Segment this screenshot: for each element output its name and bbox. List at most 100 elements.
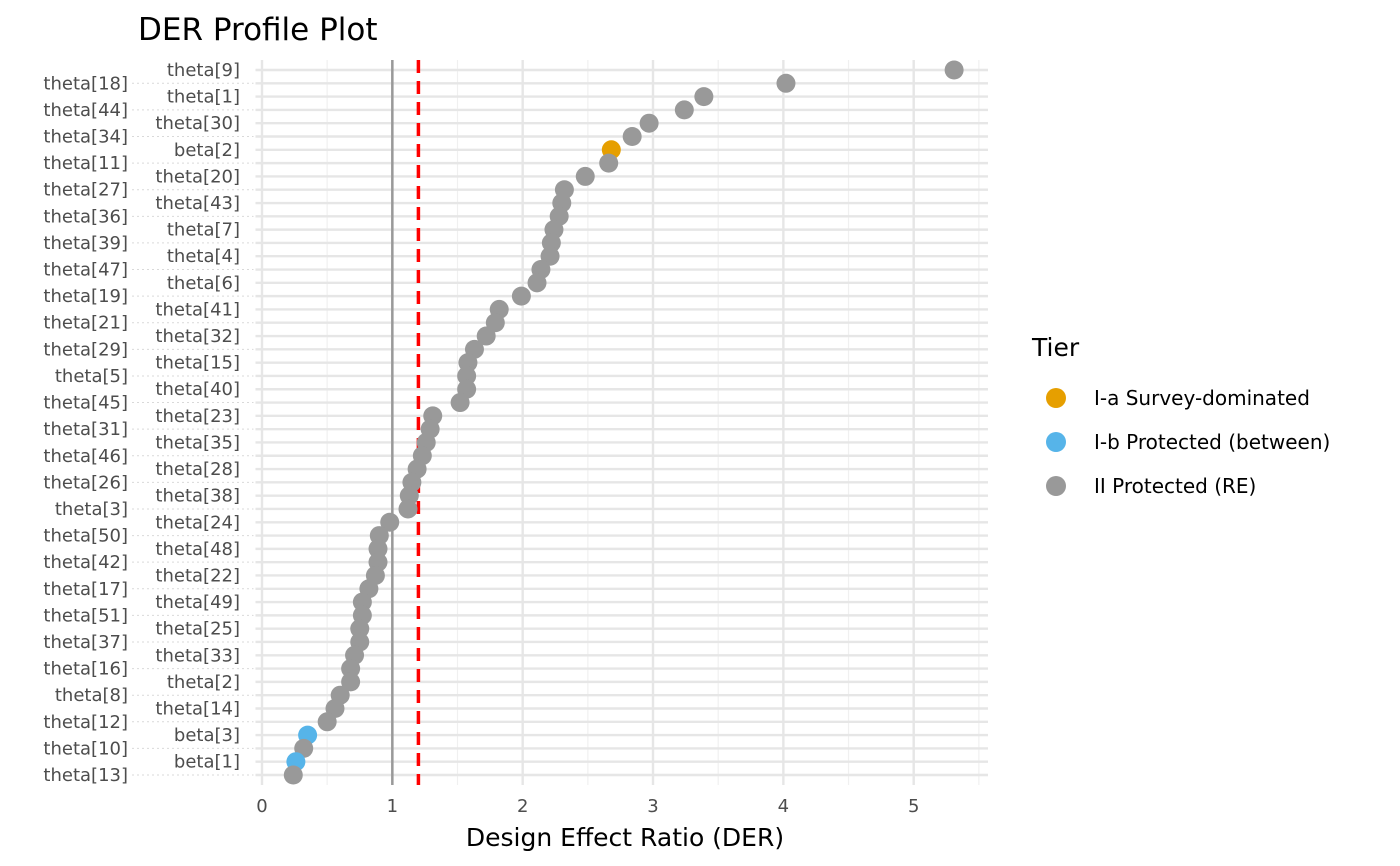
y-tick-label: theta[35] <box>155 432 240 453</box>
y-tick-label: theta[34] <box>43 127 128 148</box>
data-point <box>352 592 372 612</box>
y-tick-label: theta[11] <box>43 153 128 174</box>
legend-title: Tier <box>1031 333 1080 362</box>
y-tick-label: theta[41] <box>155 299 240 320</box>
y-tick-label: theta[4] <box>167 246 240 267</box>
y-tick-label: theta[8] <box>55 685 128 706</box>
legend: Tier I-a Survey-dominated I-b Protected (… <box>1031 333 1330 498</box>
points <box>283 60 964 785</box>
y-tick-label: theta[36] <box>43 206 128 227</box>
chart-title: DER Profile Plot <box>138 12 378 48</box>
y-tick-label: theta[39] <box>43 233 128 254</box>
y-tick-label: theta[13] <box>43 765 128 786</box>
y-tick-labels: theta[9] theta[18] theta[1] theta[44] theta[… <box>43 60 254 786</box>
y-tick-label: theta[18] <box>43 73 128 94</box>
y-tick-label: theta[15] <box>155 353 240 374</box>
grid <box>255 60 988 785</box>
legend-swatch <box>1046 476 1066 496</box>
y-tick-label: theta[29] <box>43 339 128 360</box>
y-tick-label: theta[19] <box>43 286 128 307</box>
y-tick-label: theta[24] <box>155 512 240 533</box>
data-point <box>380 512 400 532</box>
y-tick-label: theta[30] <box>155 113 240 134</box>
y-tick-label: beta[2] <box>174 140 240 161</box>
data-point <box>694 87 714 107</box>
y-tick-label: theta[14] <box>155 698 240 719</box>
data-point <box>283 765 303 785</box>
y-tick-label: theta[43] <box>155 193 240 214</box>
y-tick-label: theta[45] <box>43 393 128 414</box>
data-point <box>575 166 595 186</box>
x-tick-label: 4 <box>778 796 789 817</box>
y-tick-label: theta[21] <box>43 313 128 334</box>
x-tick-label: 5 <box>908 796 919 817</box>
x-axis-label: Design Effect Ratio (DER) <box>466 823 784 852</box>
legend-label: I-b Protected (between) <box>1094 430 1330 454</box>
y-tick-label: theta[51] <box>43 605 128 626</box>
y-tick-label: theta[40] <box>155 379 240 400</box>
reference-lines <box>391 60 421 785</box>
y-tick-label: theta[48] <box>155 539 240 560</box>
y-tick-label: theta[22] <box>155 565 240 586</box>
y-tick-label: theta[32] <box>155 326 240 347</box>
y-tick-label: theta[47] <box>43 260 128 281</box>
y-tick-label: theta[26] <box>43 472 128 493</box>
y-tick-label: theta[5] <box>55 366 128 387</box>
y-tick-label: beta[3] <box>174 725 240 746</box>
data-point <box>350 619 370 639</box>
legend-swatch <box>1046 432 1066 452</box>
data-point <box>341 659 361 679</box>
data-point <box>368 539 388 559</box>
y-tick-label: theta[28] <box>155 459 240 480</box>
legend-label: I-a Survey-dominated <box>1094 386 1310 410</box>
y-tick-label: theta[42] <box>43 552 128 573</box>
data-point <box>639 113 659 133</box>
y-tick-label: theta[25] <box>155 619 240 640</box>
x-tick-label: 1 <box>387 796 398 817</box>
y-tick-label: theta[3] <box>55 499 128 520</box>
x-tick-label: 0 <box>256 796 267 817</box>
data-point <box>511 286 531 306</box>
y-tick-label: theta[20] <box>155 166 240 187</box>
y-tick-label: theta[44] <box>43 100 128 121</box>
y-tick-label: theta[1] <box>167 87 240 108</box>
data-point <box>398 499 418 519</box>
data-point <box>622 127 642 147</box>
y-tick-label: theta[17] <box>43 579 128 600</box>
data-point <box>450 393 470 413</box>
data-point <box>776 73 796 93</box>
data-point <box>599 153 619 173</box>
x-tick-labels: 0 1 2 3 4 5 <box>256 796 919 817</box>
y-tick-label: theta[27] <box>43 180 128 201</box>
data-point <box>457 366 477 386</box>
y-tick-label: theta[23] <box>155 406 240 427</box>
y-tick-label: theta[16] <box>43 659 128 680</box>
x-tick-label: 2 <box>517 796 528 817</box>
y-tick-label: beta[1] <box>174 752 240 773</box>
legend-label: II Protected (RE) <box>1094 474 1256 498</box>
data-point <box>527 273 547 293</box>
data-point <box>476 326 496 346</box>
data-point <box>317 712 337 732</box>
y-tick-label: theta[12] <box>43 712 128 733</box>
y-tick-label: theta[2] <box>167 672 240 693</box>
legend-swatch <box>1046 388 1066 408</box>
y-tick-label: theta[31] <box>43 419 128 440</box>
y-tick-label: theta[50] <box>43 526 128 547</box>
data-point <box>674 100 694 120</box>
data-point <box>540 246 560 266</box>
x-tick-label: 3 <box>647 796 658 817</box>
y-tick-label: theta[38] <box>155 486 240 507</box>
y-tick-label: theta[9] <box>167 60 240 81</box>
y-tick-label: theta[10] <box>43 738 128 759</box>
y-tick-label: theta[33] <box>155 645 240 666</box>
y-tick-label: theta[6] <box>167 273 240 294</box>
data-point <box>341 672 361 692</box>
y-tick-label: theta[46] <box>43 446 128 467</box>
data-point <box>944 60 964 80</box>
y-tick-label: theta[7] <box>167 220 240 241</box>
y-tick-label: theta[49] <box>155 592 240 613</box>
y-tick-label: theta[37] <box>43 632 128 653</box>
data-point <box>485 313 505 333</box>
